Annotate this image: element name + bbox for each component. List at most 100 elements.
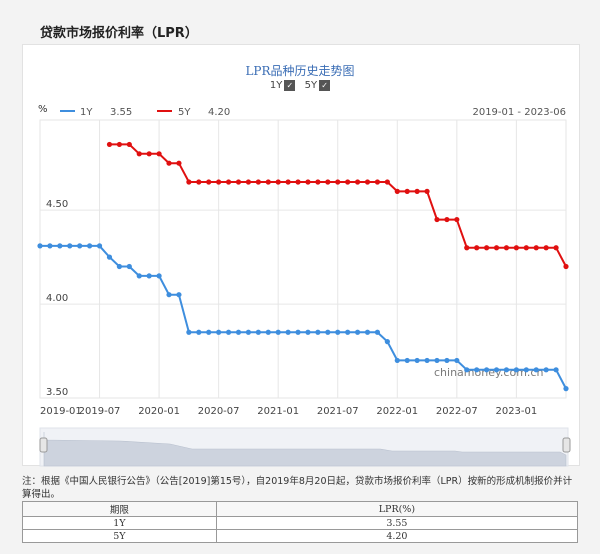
data-point-5y [136,151,142,157]
data-point-1y [464,367,470,373]
data-point-5y [543,245,549,251]
data-point-5y [513,245,519,251]
legend-name-1y: 1Y [80,107,93,118]
plot-border [39,119,567,399]
data-point-1y [275,329,281,335]
data-point-1y [404,357,410,364]
footnote: 注：根据《中国人民银行公告》（公告[2019]第15号），自2019年8月20日… [22,476,573,500]
navigator-area [43,432,567,467]
data-point-5y [206,179,212,185]
toggle-5y[interactable]: 5Y ✓ [305,80,331,91]
data-point-1y [156,273,162,279]
header-term: 期限 [22,501,217,517]
data-point-1y [146,273,152,279]
data-point-5y [434,216,440,223]
x-tick-label: 2020-07 [198,406,240,417]
data-point-1y [116,263,122,270]
legend-item-1y[interactable]: 1Y 3.55 [60,107,132,118]
data-point-5y [563,263,569,270]
data-point-5y [424,188,430,194]
data-point-1y [434,357,440,364]
data-point-5y [493,245,500,251]
cell-term: 1Y [22,516,217,530]
data-point-1y [335,329,341,335]
lpr-table: 期限 LPR(%) 1Y 3.55 5Y 4.20 [22,501,579,543]
data-point-5y [345,179,351,185]
x-tick-label: 2021-01 [257,406,299,417]
data-point-1y [57,243,63,249]
legend-value-5y: 4.20 [208,107,230,118]
x-tick-label: 2019-07 [79,406,121,417]
data-point-1y [47,243,53,249]
data-point-5y [374,179,381,185]
data-point-5y [464,245,470,251]
data-point-5y [553,245,559,251]
data-point-5y [444,216,450,223]
data-point-5y [176,160,182,166]
data-point-5y [225,179,232,185]
lpr-chart: % 1Y 3.55 5Y 4.20 2019-01 - 2023-06 4.50… [37,104,571,467]
data-point-1y [503,367,510,373]
data-point-5y [265,179,271,185]
data-point-5y [484,245,490,251]
header-lpr: LPR(%) [215,501,579,517]
page-title: 贷款市场报价利率（LPR） [40,26,198,41]
data-point-5y [285,179,291,185]
data-point-1y [285,329,291,335]
y-tick-labels: 4.50 4.00 3.50 [46,199,68,398]
data-point-5y [295,179,301,185]
data-point-1y [136,273,142,279]
data-point-1y [533,367,539,373]
data-point-5y [235,179,242,185]
data-point-5y [454,216,460,223]
data-point-1y [474,367,480,373]
data-point-1y [345,329,351,335]
navigator-left-handle[interactable] [39,437,48,453]
data-point-5y [335,179,341,185]
data-point-1y [245,329,252,335]
data-point-1y [414,357,420,364]
data-point-1y [255,329,261,335]
data-point-1y [206,329,212,335]
data-point-5y [533,245,539,251]
table-row: 5Y 4.20 [22,529,579,543]
data-point-1y [126,263,132,270]
toggle-1y[interactable]: 1Y ✓ [270,80,296,91]
legend-item-5y[interactable]: 5Y 4.20 [157,107,230,118]
navigator[interactable] [39,427,571,467]
navigator-right-handle[interactable] [562,437,571,453]
data-point-5y [364,179,371,185]
x-tick-label: 2021-07 [317,406,359,417]
data-point-5y [325,179,331,185]
date-range-label: 2019-01 - 2023-06 [472,107,566,118]
data-point-1y [454,357,460,364]
data-point-5y [126,141,132,148]
data-point-5y [216,179,222,185]
x-tick-label: 2022-07 [436,406,478,417]
data-point-1y [325,329,331,335]
x-tick-label: 2019-01 [40,406,82,417]
chart-panel [22,44,580,466]
data-point-1y [493,367,500,373]
y-tick-label: 3.50 [46,387,68,398]
data-point-1y [295,329,301,335]
data-point-5y [275,179,281,185]
data-point-1y [315,329,321,335]
data-point-1y [354,329,361,335]
data-point-5y [384,179,390,185]
data-point-5y [503,245,510,251]
data-point-5y [414,188,420,194]
checkbox-1y[interactable]: ✓ [284,80,296,91]
data-point-5y [255,179,261,185]
x-tick-label: 2023-01 [495,406,537,417]
data-point-5y [156,151,162,157]
data-point-1y [87,243,93,249]
legend-value-1y: 3.55 [110,107,132,118]
data-point-5y [146,151,152,157]
data-point-5y [245,179,252,185]
data-point-5y [106,141,113,148]
table-row: 1Y 3.55 [22,516,579,530]
checkbox-5y[interactable]: ✓ [319,80,331,91]
data-point-5y [186,179,192,185]
